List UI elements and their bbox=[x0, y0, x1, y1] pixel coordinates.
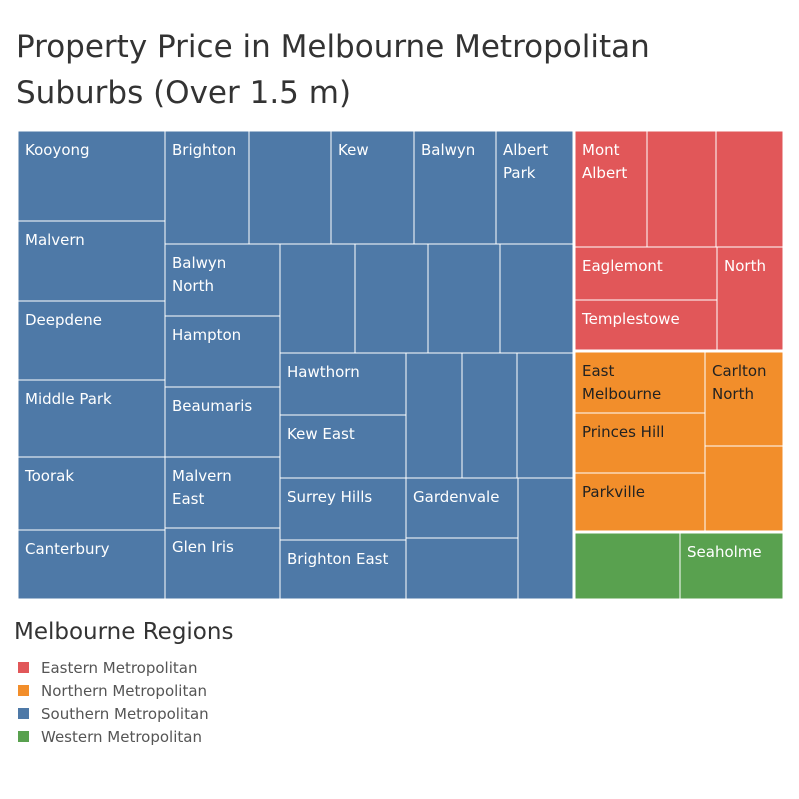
legend-label: Western Metropolitan bbox=[41, 727, 202, 746]
treemap-label-balwyn-north: Balwyn North bbox=[172, 254, 226, 295]
treemap-cell-eaglemont[interactable] bbox=[574, 246, 718, 301]
treemap-label-mont-albert: Mont Albert bbox=[582, 141, 627, 182]
legend-swatch bbox=[18, 708, 29, 719]
treemap-label-seaholme: Seaholme bbox=[687, 543, 762, 561]
treemap-cell-hampton[interactable] bbox=[164, 315, 281, 388]
treemap-cell-seaholme[interactable] bbox=[679, 532, 784, 600]
treemap-cell[interactable] bbox=[354, 243, 429, 354]
treemap-label-kew: Kew bbox=[338, 141, 369, 159]
legend-item-western[interactable]: Western Metropolitan bbox=[14, 725, 414, 748]
treemap-cell[interactable] bbox=[405, 537, 519, 600]
treemap-cell-gardenvale[interactable] bbox=[405, 477, 519, 539]
treemap-cell-malvern-east[interactable] bbox=[164, 456, 281, 529]
legend-swatch bbox=[18, 662, 29, 673]
treemap-cell[interactable] bbox=[405, 352, 463, 479]
treemap-label-hawthorn: Hawthorn bbox=[287, 363, 360, 381]
treemap-label-brighton-east: Brighton East bbox=[287, 550, 388, 568]
treemap-label-templestowe: Templestowe bbox=[581, 310, 680, 328]
treemap-cell[interactable] bbox=[715, 130, 784, 248]
legend-label: Eastern Metropolitan bbox=[41, 658, 198, 677]
treemap-label-kew-east: Kew East bbox=[287, 425, 355, 443]
treemap-cell[interactable] bbox=[646, 130, 717, 248]
treemap-cell[interactable] bbox=[517, 477, 574, 600]
treemap-label-eaglemont: Eaglemont bbox=[582, 257, 663, 275]
treemap-cell[interactable] bbox=[248, 130, 332, 245]
treemap-label-north: North bbox=[724, 257, 766, 275]
treemap-cell-deepdene[interactable] bbox=[17, 300, 166, 381]
treemap-label-malvern-east: Malvern East bbox=[172, 467, 232, 508]
legend-item-southern[interactable]: Southern Metropolitan bbox=[14, 702, 414, 725]
chart-title: Property Price in Melbourne Metropolitan… bbox=[16, 29, 650, 111]
legend-label: Northern Metropolitan bbox=[41, 681, 208, 700]
treemap-label-east-melbourne: East Melbourne bbox=[582, 362, 661, 403]
treemap-label-albert-park: Albert Park bbox=[503, 141, 548, 182]
treemap-chart: Kooyong Malvern Deepdene Middle Park Toorak C… bbox=[17, 130, 784, 600]
treemap-cell-parkville[interactable] bbox=[574, 472, 706, 532]
treemap-cell[interactable] bbox=[461, 352, 518, 479]
treemap-label-kooyong: Kooyong bbox=[25, 141, 90, 159]
treemap-cell-east-melbourne[interactable] bbox=[574, 351, 706, 414]
legend-label: Southern Metropolitan bbox=[41, 704, 209, 723]
treemap-cell-hawthorn[interactable] bbox=[279, 352, 407, 416]
treemap-cell[interactable] bbox=[704, 445, 784, 532]
treemap-cell-brighton[interactable] bbox=[164, 130, 250, 245]
treemap-label-princes-hill: Princes Hill bbox=[582, 423, 664, 441]
legend-title: Melbourne Regions bbox=[14, 619, 234, 645]
treemap-cell-brighton-east[interactable] bbox=[279, 539, 407, 600]
treemap-cell-carlton-north[interactable] bbox=[704, 351, 784, 447]
treemap-label-beaumaris: Beaumaris bbox=[172, 397, 252, 415]
treemap-label-canterbury: Canterbury bbox=[25, 540, 110, 558]
treemap-cell-middle-park[interactable] bbox=[17, 379, 166, 458]
legend-item-eastern[interactable]: Eastern Metropolitan bbox=[14, 656, 414, 679]
treemap-label-carlton-north: Carlton North bbox=[712, 362, 767, 403]
treemap-label-gardenvale: Gardenvale bbox=[413, 488, 499, 506]
treemap-cell[interactable] bbox=[574, 532, 681, 600]
treemap-label-glen-iris: Glen Iris bbox=[172, 538, 234, 556]
treemap-cell[interactable] bbox=[427, 243, 501, 354]
treemap-label-hampton: Hampton bbox=[172, 326, 241, 344]
treemap-label-deepdene: Deepdene bbox=[25, 311, 102, 329]
treemap-cell-mont-albert[interactable] bbox=[574, 130, 648, 248]
legend: Melbourne Regions Eastern Metropolitan N… bbox=[14, 616, 414, 748]
treemap-cell-kew[interactable] bbox=[330, 130, 415, 245]
treemap-cell-canterbury[interactable] bbox=[17, 529, 166, 600]
treemap-cell-surrey-hills[interactable] bbox=[279, 477, 407, 541]
treemap-label-surrey-hills: Surrey Hills bbox=[287, 488, 372, 506]
treemap-cell[interactable] bbox=[516, 352, 574, 479]
treemap-cell-kew-east[interactable] bbox=[279, 414, 407, 479]
treemap-label-brighton: Brighton bbox=[172, 141, 236, 159]
treemap-cell-toorak[interactable] bbox=[17, 456, 166, 531]
treemap-label-toorak: Toorak bbox=[24, 467, 74, 485]
treemap-cell-glen-iris[interactable] bbox=[164, 527, 281, 600]
treemap-cell-princes-hill[interactable] bbox=[574, 412, 706, 474]
treemap-cell[interactable] bbox=[499, 243, 574, 354]
treemap-label-malvern: Malvern bbox=[25, 231, 85, 249]
treemap-label-parkville: Parkville bbox=[582, 483, 645, 501]
legend-swatch bbox=[18, 731, 29, 742]
treemap-label-middle-park: Middle Park bbox=[25, 390, 112, 408]
treemap-cell-north[interactable] bbox=[716, 246, 784, 351]
treemap-cell-albert-park[interactable] bbox=[495, 130, 574, 245]
legend-swatch bbox=[18, 685, 29, 696]
treemap-cell[interactable] bbox=[279, 243, 356, 354]
legend-item-northern[interactable]: Northern Metropolitan bbox=[14, 679, 414, 702]
treemap-label-balwyn: Balwyn bbox=[421, 141, 475, 159]
